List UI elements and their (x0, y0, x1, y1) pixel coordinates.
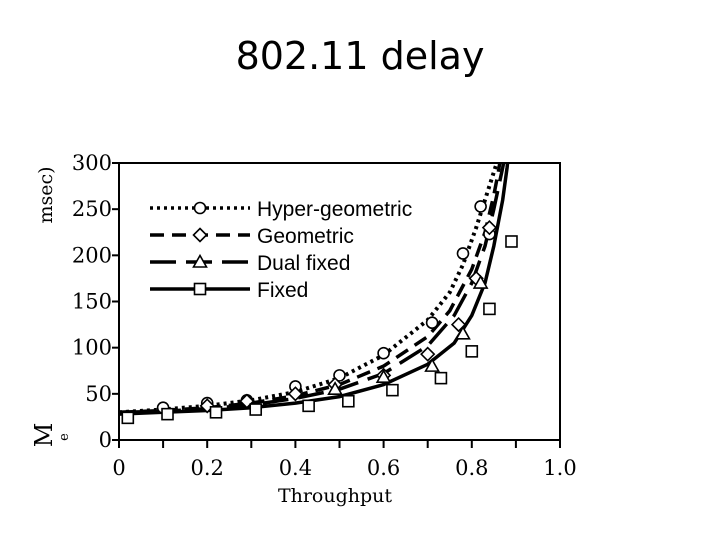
x-tick-labels: 0 0.2 0.4 0.6 0.8 1.0 (112, 456, 576, 480)
y-tick-label: 150 (72, 290, 112, 314)
series-line-fixed (119, 163, 510, 416)
data-point-circle (377, 346, 390, 360)
x-tick-label: 0.2 (190, 456, 223, 480)
data-point-square (483, 302, 496, 316)
legend-label: Fixed (257, 279, 308, 302)
x-tick-label: 1.0 (543, 456, 576, 480)
data-point-triangle (327, 381, 343, 396)
data-point-triangle (424, 358, 440, 372)
data-point-circle (425, 316, 439, 330)
x-tick-label: 0 (112, 456, 125, 480)
data-point-diamond (287, 386, 304, 402)
data-point-circle (333, 369, 346, 382)
y-tick-label: 50 (85, 382, 112, 406)
y-tick-label: 200 (72, 243, 112, 267)
data-point-circle (474, 200, 487, 213)
legend-label: Geometric (257, 225, 354, 248)
data-point-diamond (481, 220, 498, 236)
data-point-diamond (420, 346, 436, 362)
data-point-triangle (455, 325, 471, 340)
legend-label: Hyper-geometric (257, 198, 412, 221)
data-point-triangle (472, 274, 489, 289)
series-curves (119, 163, 510, 416)
legend-label: Dual fixed (257, 252, 350, 275)
y-axis-label-fragment-e: e (57, 433, 72, 441)
y-axis-label-fragment-m: M (30, 423, 58, 448)
y-tick-label: 300 (72, 151, 112, 175)
data-point-square (386, 383, 399, 397)
x-tick-label: 0.6 (367, 456, 400, 480)
legend-marker-triangle (192, 253, 208, 268)
data-point-square (434, 371, 448, 385)
y-tick-label: 0 (99, 428, 112, 452)
legend-marker-circle (193, 201, 207, 215)
data-point-square (249, 403, 263, 416)
x-tick-label: 0.8 (455, 456, 488, 480)
y-tick-label: 100 (72, 336, 112, 360)
series-markers (121, 200, 518, 425)
y-tick-labels: 0 50 100 150 200 250 300 (72, 151, 112, 452)
y-axis-label: msec) (35, 166, 57, 223)
data-point-circle (456, 247, 470, 260)
data-point-square (302, 399, 315, 413)
legend-marker-diamond (192, 227, 208, 243)
data-point-square (209, 405, 223, 419)
legend-marker-square (193, 282, 207, 296)
data-point-square (121, 411, 135, 425)
data-point-triangle (375, 369, 392, 384)
legend: Hyper-geometric Geometric Dual fixed Fixed (150, 198, 412, 302)
data-point-square (505, 235, 518, 248)
y-tick-label: 250 (72, 197, 112, 221)
axis-ticks (112, 162, 561, 448)
x-tick-label: 0.4 (279, 456, 312, 480)
data-point-square (342, 394, 355, 408)
data-point-square (465, 345, 479, 358)
slide-title: 802.11 delay (235, 34, 485, 78)
series-line-dual-fixed (119, 163, 506, 415)
x-axis-label: Throughput (278, 485, 392, 507)
data-point-square (161, 407, 174, 421)
